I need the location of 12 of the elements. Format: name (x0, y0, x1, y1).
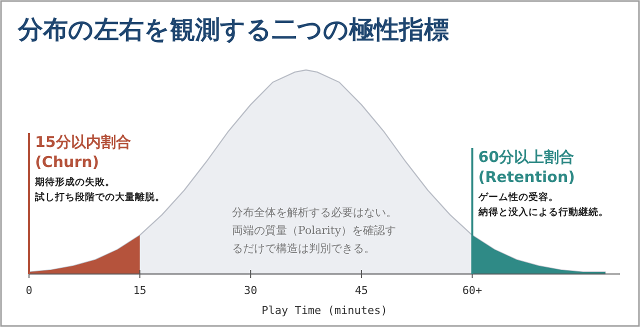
annotation: 分布全体を解析する必要はない。両端の質量（Polarity）を確認するだけで構造は判別できる。 (232, 206, 397, 255)
x-tick-label: 60+ (462, 284, 483, 297)
x-axis-title: Play Time (minutes) (262, 304, 388, 317)
x-tick-label: 45 (354, 284, 368, 297)
chart-title: 分布の左右を観測する二つの極性指標 (17, 15, 449, 44)
x-tick-label: 0 (26, 284, 32, 297)
annotation: 期待形成の失敗。試し打ち段階での大量離脱。 (34, 176, 165, 203)
annotation: ゲーム性の受容。納得と没入による行動継続。 (477, 191, 608, 218)
ref-line-label: 15分以内割合 (Churn) (35, 133, 131, 171)
ref-line-label: 60分以上割合 (Retention) (478, 148, 576, 186)
x-tick-label: 15 (133, 284, 146, 297)
x-tick-label: 30 (244, 284, 258, 297)
